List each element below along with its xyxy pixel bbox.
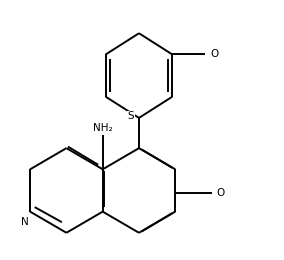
- Text: N: N: [21, 217, 29, 227]
- Text: O: O: [210, 49, 218, 60]
- Text: O: O: [216, 188, 224, 198]
- Text: NH₂: NH₂: [93, 123, 112, 133]
- Text: S: S: [128, 111, 134, 121]
